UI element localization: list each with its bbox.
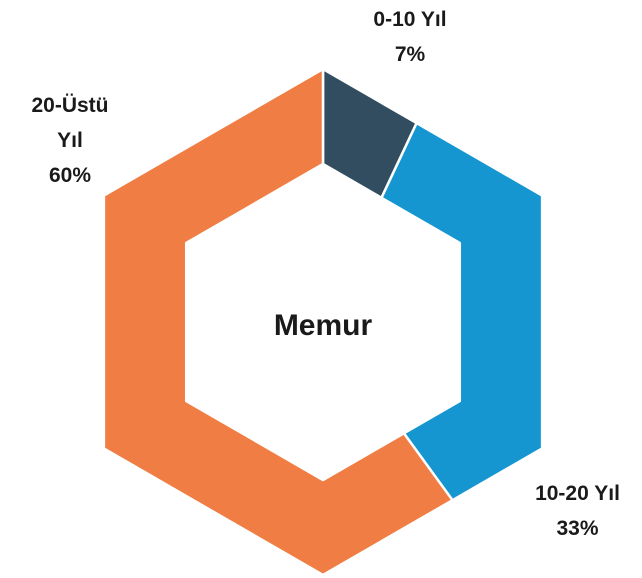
value-label: 7% bbox=[394, 43, 426, 66]
center-label: Memur bbox=[274, 309, 373, 342]
category-label: 10-20 Yıl bbox=[535, 482, 620, 505]
slice-label: 10-20 Yıl 33% bbox=[515, 476, 640, 546]
slice-label: 20-Üstü Yıl 60% bbox=[15, 88, 125, 193]
category-label: 0-10 Yıl bbox=[373, 8, 447, 31]
value-label: 33% bbox=[556, 517, 599, 540]
slice bbox=[102, 67, 454, 577]
slices bbox=[102, 67, 544, 577]
value-label: 60% bbox=[48, 164, 92, 187]
slice-label: 0-10 Yıl 7% bbox=[350, 2, 470, 72]
category-label: 20-Üstü Yıl bbox=[31, 94, 109, 152]
